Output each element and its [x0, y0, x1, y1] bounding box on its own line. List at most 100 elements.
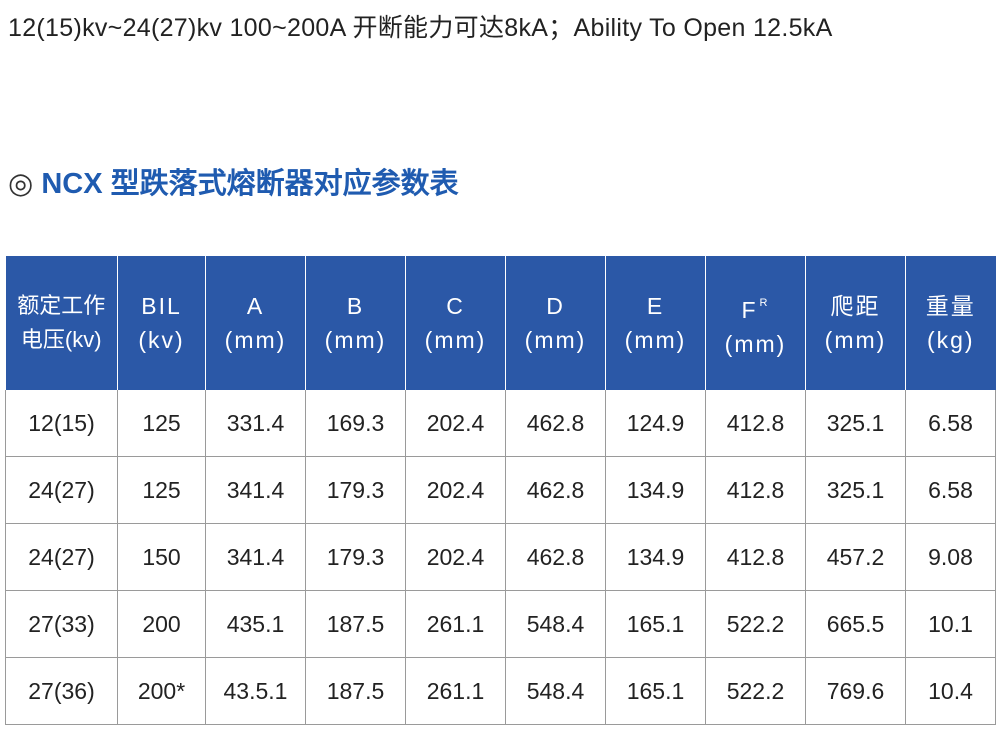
header-text: (mm) [624, 327, 687, 353]
param-table: 额定工作 电压(kv) BIL (kv) A (mm) B (mm) C (mm) D (mm) E (m… [5, 256, 996, 725]
header-cell: A (mm) [205, 256, 306, 390]
table-cell: 341.4 [205, 456, 306, 524]
table-cell: 665.5 [805, 590, 906, 658]
header-line: (mm) [606, 323, 705, 357]
table-cell: 261.1 [405, 590, 506, 658]
table-cell: 6.58 [905, 390, 996, 457]
table-cell: 462.8 [505, 523, 606, 591]
table-row: 27(33) 200 435.1 187.5 261.1 548.4 165.1 522.2 6… [5, 590, 996, 658]
section-title: ◎ NCX 型跌落式熔断器对应参数表 [8, 160, 459, 202]
header-text: 电压(kv) [20, 327, 102, 352]
header-cell: D (mm) [505, 256, 606, 390]
table-cell: 325.1 [805, 390, 906, 457]
table-row: 24(27) 150 341.4 179.3 202.4 462.8 134.9 412.8 4… [5, 523, 996, 591]
header-line: 额定工作 [6, 289, 118, 323]
header-line: A [206, 289, 305, 323]
table-cell: 6.58 [905, 456, 996, 524]
table-cell: 165.1 [605, 657, 706, 725]
header-text: (mm) [524, 327, 587, 353]
header-text: BIL [141, 293, 182, 319]
table-cell: 462.8 [505, 390, 606, 457]
table-cell: 200 [117, 590, 206, 658]
header-line: (mm) [306, 323, 405, 357]
table-row: 24(27) 125 341.4 179.3 202.4 462.8 134.9 412.8 3… [5, 456, 996, 524]
header-text: (kv) [138, 327, 185, 353]
header-text: 12(15)kv~24(27)kv 100~200A 开断能力可达8kA；Abi… [8, 14, 833, 42]
header-text: 重量 [925, 293, 976, 319]
header-cell: F R (mm) [705, 256, 806, 390]
header-cell: 额定工作电压(kv) [5, 256, 118, 390]
table-cell: 341.4 [205, 523, 306, 591]
table-cell: 9.08 [905, 523, 996, 591]
header-text: (mm) [424, 327, 487, 353]
table-cell: 10.4 [905, 657, 996, 725]
header-superscript: R [759, 296, 770, 309]
header-line: E [606, 289, 705, 323]
table-cell: 187.5 [305, 590, 406, 658]
table-cell: 522.2 [705, 657, 806, 725]
header-cell: B (mm) [305, 256, 406, 390]
header-cell: C (mm) [405, 256, 506, 390]
section-marker: ◎ [8, 168, 34, 200]
table-cell: 462.8 [505, 456, 606, 524]
table-cell: 202.4 [405, 390, 506, 457]
table-row: 12(15) 125 331.4 169.3 202.4 462.8 124.9 412.8 3… [5, 390, 996, 457]
table-cell: 187.5 [305, 657, 406, 725]
section-title-text: NCX 型跌落式熔断器对应参数表 [41, 168, 459, 200]
header-line: (mm) [206, 323, 305, 357]
table-row: 27(36) 200* 43.5.1 187.5 261.1 548.4 165.1 522.… [5, 657, 996, 725]
header-line: D [506, 289, 605, 323]
table-cell: 125 [117, 456, 206, 524]
table-cell: 435.1 [205, 590, 306, 658]
table-cell: 10.1 [905, 590, 996, 658]
header-line: (mm) [706, 327, 805, 361]
table-cell: 412.8 [705, 456, 806, 524]
header-text: 爬距 [830, 293, 881, 319]
header-line: BIL [118, 289, 205, 323]
header-cell: 重量 (kg) [905, 256, 996, 390]
table-cell: 24(27) [5, 456, 118, 524]
table-cell: 457.2 [805, 523, 906, 591]
table-cell: 125 [117, 390, 206, 457]
table-cell: 134.9 [605, 456, 706, 524]
header-line: (mm) [406, 323, 505, 357]
header-text: (mm) [224, 327, 287, 353]
table-body: 12(15) 125 331.4 169.3 202.4 462.8 124.9 412.8 3… [5, 390, 996, 725]
table-cell: 548.4 [505, 590, 606, 658]
table-cell: 261.1 [405, 657, 506, 725]
table-cell: 202.4 [405, 456, 506, 524]
table-cell: 169.3 [305, 390, 406, 457]
table-cell: 325.1 [805, 456, 906, 524]
header-row: 额定工作 电压(kv) BIL (kv) A (mm) B (mm) C (mm) D (mm) E (m… [5, 256, 996, 390]
header-line: B [306, 289, 405, 323]
header-text: (mm) [324, 327, 387, 353]
header-line: (mm) [806, 323, 905, 357]
table-cell: 179.3 [305, 523, 406, 591]
table-cell: 134.9 [605, 523, 706, 591]
header-cell: 爬距 (mm) [805, 256, 906, 390]
header-line: 电压(kv) [6, 323, 118, 357]
table-cell: 412.8 [705, 390, 806, 457]
table-cell: 43.5.1 [205, 657, 306, 725]
table-cell: 412.8 [705, 523, 806, 591]
header-line: 重量 [906, 289, 996, 323]
header-line: 爬距 [806, 289, 905, 323]
header-cell: E (mm) [605, 256, 706, 390]
header-text: F [741, 296, 758, 323]
header-text: B [346, 293, 365, 319]
header-line: C [406, 289, 505, 323]
table-cell: 522.2 [705, 590, 806, 658]
header-line: (kg) [906, 323, 996, 357]
table-cell: 331.4 [205, 390, 306, 457]
table-head: 额定工作 电压(kv) BIL (kv) A (mm) B (mm) C (mm) D (mm) E (m… [5, 256, 996, 390]
header-line: (kv) [118, 323, 205, 357]
table-cell: 150 [117, 523, 206, 591]
header-text: 额定工作 [17, 293, 106, 318]
table-cell: 200* [117, 657, 206, 725]
header-text: (mm) [824, 327, 887, 353]
header-cell: BIL (kv) [117, 256, 206, 390]
header-text: D [546, 293, 565, 319]
table-cell: 12(15) [5, 390, 118, 457]
